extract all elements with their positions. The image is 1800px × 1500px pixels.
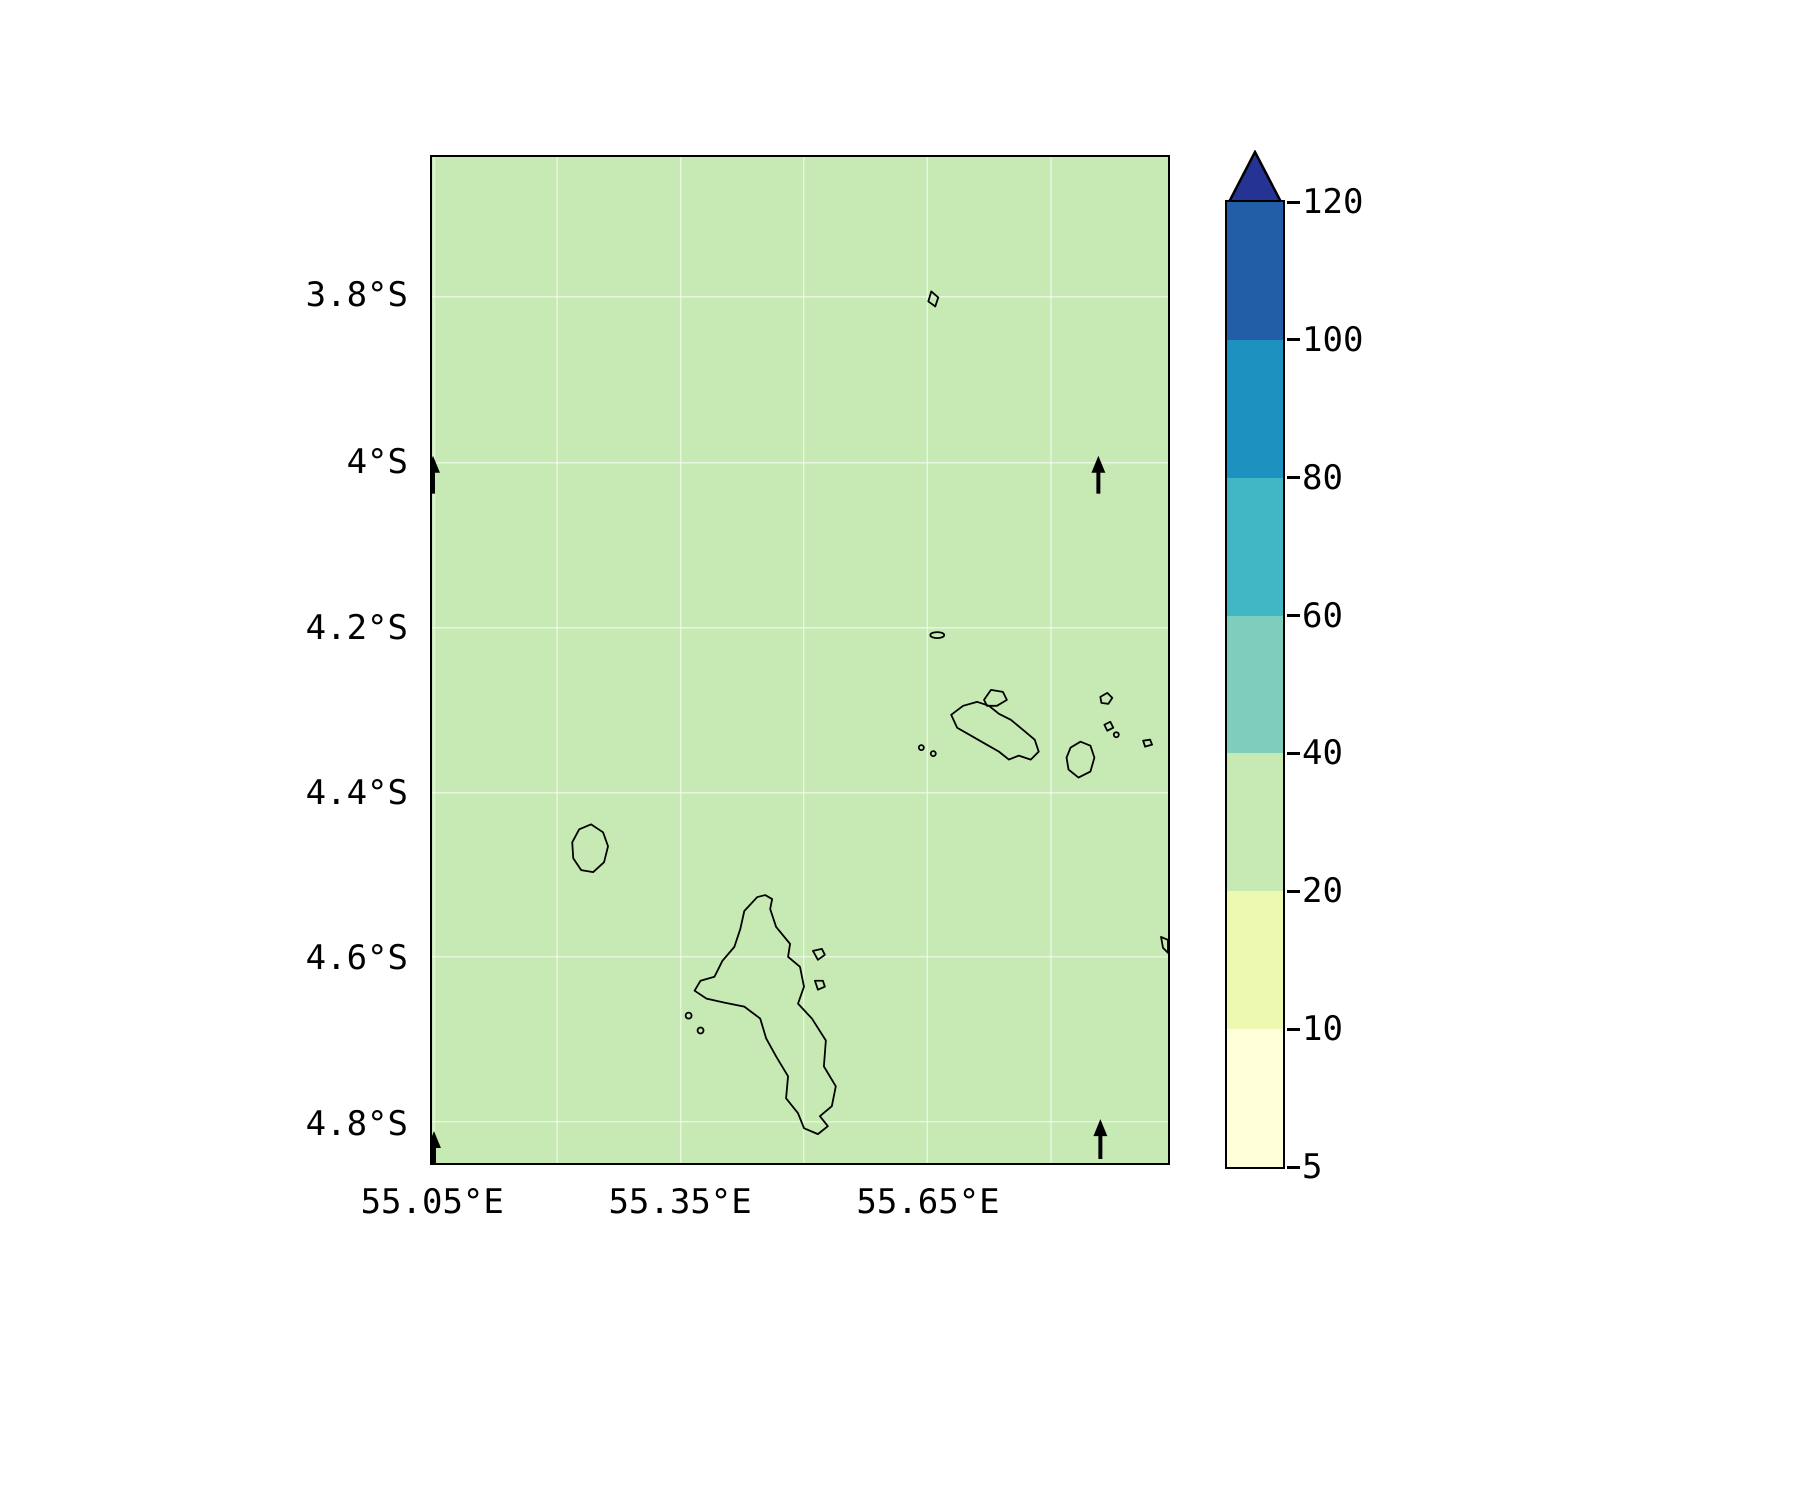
- colorbar-segment: [1227, 753, 1283, 892]
- map-canvas: [432, 157, 1168, 1163]
- wind-arrow-head-icon: [1091, 455, 1106, 473]
- colorbar-tick-label: 10: [1302, 1009, 1343, 1050]
- colorbar-tickmark: [1287, 1027, 1300, 1031]
- colorbar-tick-label: 100: [1302, 319, 1364, 360]
- colorbar-segment: [1227, 891, 1283, 1030]
- island-petite-soeur: [1112, 731, 1120, 739]
- y-tick-label: 4.2°S: [305, 607, 408, 648]
- colorbar-segment: [1227, 339, 1283, 478]
- wind-arrow-head-icon: [432, 455, 440, 473]
- island-silhouette: [571, 823, 609, 874]
- colorbar-tickmark: [1287, 1165, 1300, 1169]
- island-denis: [927, 290, 940, 308]
- colorbar-tickmark: [1287, 338, 1300, 342]
- x-tick-label: 55.05°E: [360, 1182, 504, 1222]
- colorbar-extend-max-icon: [1227, 150, 1283, 203]
- island-felicite: [1099, 691, 1114, 705]
- island-conception: [684, 1011, 693, 1020]
- x-tick-label: 55.35°E: [608, 1182, 752, 1222]
- colorbar-tickmark: [1287, 751, 1300, 755]
- y-tick-label: 4.4°S: [305, 773, 408, 814]
- island-praslin: [950, 700, 1040, 761]
- colorbar-segment: [1227, 202, 1283, 340]
- island-cousin: [917, 744, 925, 752]
- colorbar-tick-label: 80: [1302, 457, 1343, 498]
- colorbar-tickmark: [1287, 889, 1300, 893]
- island-cerf: [814, 979, 826, 991]
- colorbar-extend-triangle: [1227, 150, 1283, 203]
- island-fregate: [1160, 936, 1168, 954]
- colorbar-tick-label: 40: [1302, 733, 1343, 774]
- y-tick-label: 3.8°S: [305, 275, 408, 316]
- colorbar-tickmark: [1287, 200, 1300, 204]
- island-cousine: [929, 750, 937, 758]
- colorbar-tick-label: 5: [1302, 1147, 1323, 1187]
- island-marianne: [1142, 738, 1153, 748]
- wind-arrow-head-icon: [432, 1131, 441, 1149]
- island-ste-anne: [812, 947, 826, 961]
- y-tick-label: 4°S: [346, 442, 408, 483]
- map-panel: [430, 155, 1170, 1165]
- colorbar-segment: [1227, 615, 1283, 754]
- colorbar-tickmark: [1287, 476, 1300, 480]
- colorbar: [1225, 200, 1285, 1169]
- island-la-digue: [1065, 740, 1096, 779]
- colorbar-segment: [1227, 1029, 1283, 1167]
- colorbar-tickmark: [1287, 614, 1300, 618]
- island-sisters: [1103, 720, 1115, 732]
- island-mahe: [693, 894, 837, 1136]
- y-tick-label: 4.6°S: [305, 937, 408, 978]
- x-tick-label: 55.65°E: [856, 1182, 1000, 1222]
- colorbar-tick-label: 120: [1302, 182, 1364, 222]
- colorbar-tick-label: 20: [1302, 871, 1343, 912]
- y-tick-label: 4.8°S: [305, 1103, 408, 1144]
- island-aride: [929, 631, 946, 639]
- colorbar-segment: [1227, 477, 1283, 616]
- wind-arrow-head-icon: [1093, 1119, 1108, 1137]
- island-therese: [696, 1026, 705, 1035]
- colorbar-tick-label: 60: [1302, 595, 1343, 636]
- island-curieuse: [983, 688, 1008, 707]
